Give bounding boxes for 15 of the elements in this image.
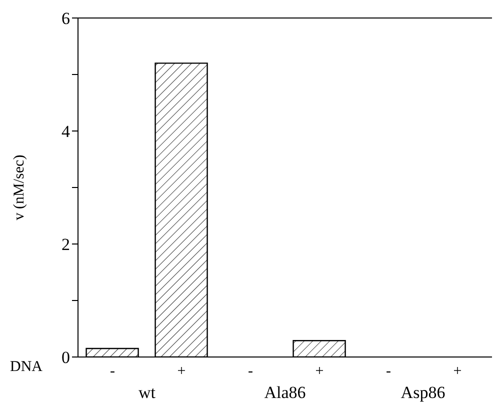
x-tick-label: - bbox=[110, 364, 115, 380]
x-tick-label: + bbox=[177, 364, 186, 380]
y-tick-label: 4 bbox=[62, 122, 70, 142]
y-axis-title: v (nM/sec) bbox=[11, 154, 28, 220]
x-tick-label: - bbox=[248, 364, 253, 380]
y-tick-label: 0 bbox=[62, 348, 70, 368]
x-tick-label: + bbox=[453, 364, 462, 380]
text: Asp86 bbox=[400, 383, 446, 403]
y-tick-label: 6 bbox=[62, 9, 70, 28]
x-tick-label: + bbox=[315, 364, 324, 380]
text: Ala86 bbox=[263, 383, 307, 403]
y-tick-label: 2 bbox=[62, 235, 70, 254]
text: wt bbox=[138, 383, 156, 403]
x-tick-label: - bbox=[386, 364, 391, 380]
text: DNA bbox=[10, 359, 42, 376]
